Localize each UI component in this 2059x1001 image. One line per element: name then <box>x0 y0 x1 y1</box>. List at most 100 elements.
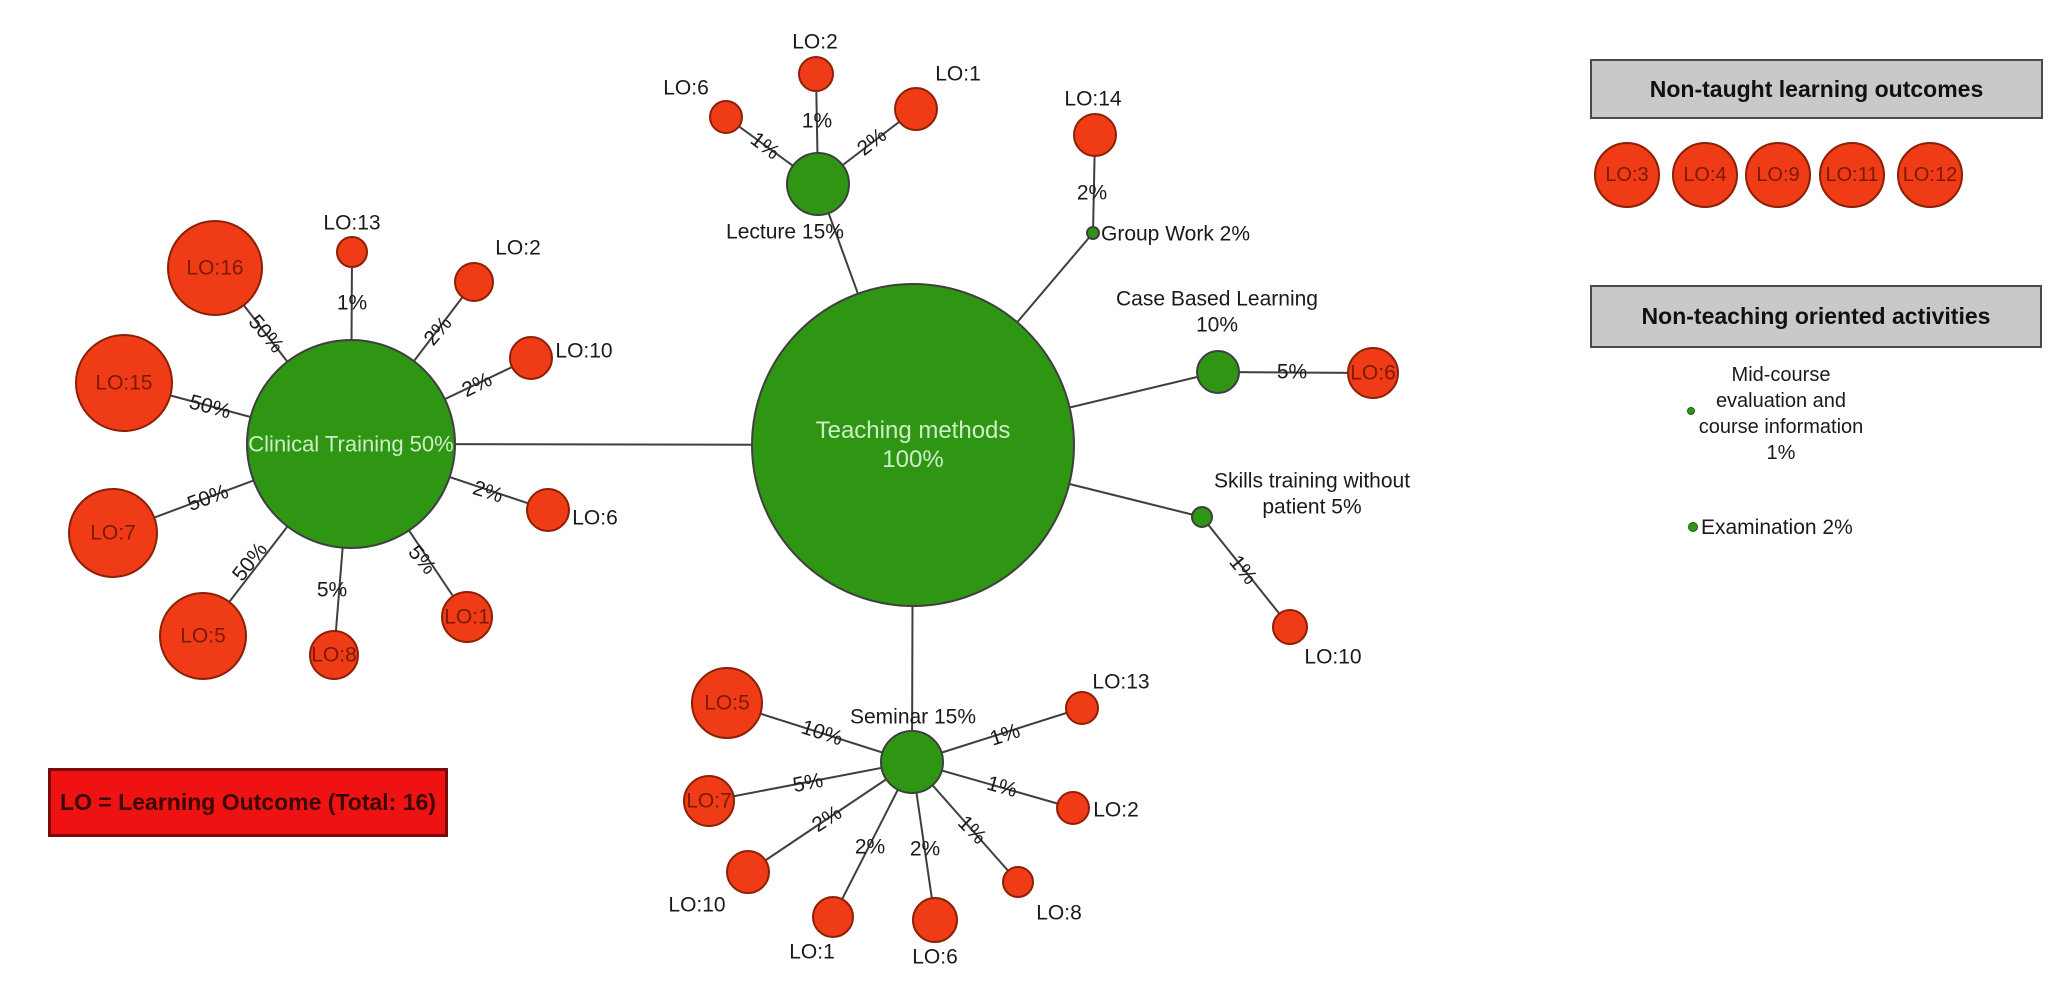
node-cl-lo6 <box>526 488 570 532</box>
label-sem-lo8: LO:8 <box>1036 902 1082 925</box>
node-sem-lo2 <box>1056 791 1090 825</box>
node-clinical <box>246 339 456 549</box>
label-cl-lo7: LO:7 <box>90 522 136 545</box>
label-sk-lo10: LO:10 <box>1304 646 1361 669</box>
legend-non-teaching-title: Non-teaching oriented activities <box>1641 303 1991 329</box>
label-cl-lo15: LO:15 <box>95 372 152 395</box>
legend-lo-badge-label: LO:12 <box>1902 163 1958 186</box>
node-lec-lo6 <box>709 100 743 134</box>
edge-label-lecture-lec-lo6: 1% <box>746 128 784 165</box>
label-teaching: Teaching methods <box>816 417 1011 444</box>
node-sem-lo13 <box>1065 691 1099 725</box>
node-cl-lo2 <box>454 262 494 302</box>
legend-non-teaching-box: Non-teaching oriented activities <box>1590 285 2042 348</box>
edge-label-lecture-lec-lo2: 1% <box>802 110 832 133</box>
edge-label-clinical-cl-lo10: 2% <box>458 368 495 402</box>
midcourse-dot <box>1687 407 1695 415</box>
edge-label-seminar-sem-lo8: 1% <box>953 811 991 849</box>
node-cbl <box>1196 350 1240 394</box>
node-skills <box>1191 506 1213 528</box>
node-teaching <box>751 283 1075 607</box>
edge-label-seminar-sem-lo13: 1% <box>987 719 1023 750</box>
node-sk-lo10 <box>1272 609 1308 645</box>
node-cbl-lo6 <box>1347 347 1399 399</box>
midcourse-line: Mid-course <box>1731 364 1831 386</box>
node-sem-lo1 <box>812 896 854 938</box>
examination-dot <box>1688 522 1698 532</box>
legend-non-taught-title: Non-taught learning outcomes <box>1649 75 1984 102</box>
label-sem-lo7: LO:7 <box>686 790 732 813</box>
label-skills: patient 5% <box>1262 496 1361 519</box>
label-cl-lo13: LO:13 <box>323 212 380 235</box>
node-cl-lo5 <box>159 592 247 680</box>
node-groupwork <box>1086 226 1100 240</box>
label-cl-lo10: LO:10 <box>555 340 612 363</box>
midcourse-line: course information <box>1698 416 1864 438</box>
legend-examination: Examination 2% <box>1701 516 1853 539</box>
node-lec-lo1 <box>894 87 938 131</box>
legend-lo-badge-5: LO:12 <box>1897 142 1963 208</box>
label-sem-lo5: LO:5 <box>704 692 750 715</box>
edge-label-seminar-sem-lo10: 2% <box>808 801 846 837</box>
label-sem-lo13: LO:13 <box>1092 671 1149 694</box>
label-seminar: Seminar 15% <box>850 706 976 729</box>
edge-label-seminar-sem-lo5: 10% <box>798 716 845 751</box>
edge-label-clinical-cl-lo2: 2% <box>419 312 456 350</box>
edge-label-seminar-sem-lo1: 2% <box>855 836 885 859</box>
edge-label-seminar-sem-lo2: 1% <box>984 772 1020 802</box>
node-sem-lo10 <box>726 850 770 894</box>
node-cl-lo10 <box>509 336 553 380</box>
node-cl-lo15 <box>75 334 173 432</box>
label-lec-lo1: LO:1 <box>935 63 981 86</box>
edge-label-clinical-cl-lo5: 50% <box>228 538 272 585</box>
label-sem-lo10: LO:10 <box>668 894 725 917</box>
label-groupwork: Group Work 2% <box>1101 223 1250 246</box>
edge-label-clinical-cl-lo7: 50% <box>184 480 231 516</box>
label-lec-lo2: LO:2 <box>792 31 838 54</box>
edge-label-groupwork-lo14: 2% <box>1077 182 1107 205</box>
legend-lo-badge-4: LO:11 <box>1819 142 1885 208</box>
label-sem-lo2: LO:2 <box>1093 799 1139 822</box>
label-sem-lo6: LO:6 <box>912 946 958 969</box>
node-lecture <box>786 152 850 216</box>
node-lo14 <box>1073 113 1117 157</box>
legend-lo-badge-label: LO:11 <box>1825 163 1879 186</box>
label-cbl: Case Based Learning <box>1116 288 1318 311</box>
edge-label-clinical-cl-lo13: 1% <box>337 292 367 315</box>
node-seminar <box>880 730 944 794</box>
label-cl-lo8: LO:8 <box>311 644 357 667</box>
label-cl-lo16: LO:16 <box>186 257 243 280</box>
node-cl-lo8 <box>309 630 359 680</box>
midcourse-line: evaluation and <box>1715 390 1847 412</box>
edge-label-cbl-cbl-lo6: 5% <box>1277 361 1307 384</box>
midcourse-line: 1% <box>1766 442 1796 464</box>
edge-label-clinical-cl-lo1: 5% <box>403 541 440 579</box>
node-sem-lo5 <box>691 667 763 739</box>
edge-seminar-sem-lo10 <box>747 761 913 873</box>
node-sem-lo6 <box>912 897 958 943</box>
label-cbl-lo6: LO:6 <box>1350 362 1396 385</box>
label-sem-lo1: LO:1 <box>789 941 835 964</box>
edge-seminar-sem-lo7 <box>708 761 913 802</box>
label-skills: Skills training without <box>1214 470 1410 493</box>
edge-label-clinical-cl-lo16: 50% <box>244 311 289 358</box>
lo-note-text: LO = Learning Outcome (Total: 16) <box>60 789 436 815</box>
legend-lo-badge-2: LO:4 <box>1672 142 1738 208</box>
node-sem-lo8 <box>1002 866 1034 898</box>
edge-label-clinical-cl-lo8: 5% <box>317 579 347 602</box>
legend-lo-badge-label: LO:4 <box>1683 163 1727 186</box>
label-lecture: Lecture 15% <box>726 221 844 244</box>
label-cl-lo5: LO:5 <box>180 625 226 648</box>
label-lo14: LO:14 <box>1064 88 1122 111</box>
edge-label-clinical-cl-lo6: 2% <box>470 476 506 507</box>
label-clinical: Clinical Training 50% <box>248 432 453 457</box>
legend-lo-badge-3: LO:9 <box>1745 142 1811 208</box>
legend-lo-badge-1: LO:3 <box>1594 142 1660 208</box>
edge-label-seminar-sem-lo7: 5% <box>791 769 825 797</box>
label-lec-lo6: LO:6 <box>663 77 709 100</box>
label-cl-lo1: LO:1 <box>444 606 490 629</box>
legend-non-taught-box: Non-taught learning outcomes <box>1590 59 2043 119</box>
lo-note-box: LO = Learning Outcome (Total: 16) <box>48 768 448 837</box>
